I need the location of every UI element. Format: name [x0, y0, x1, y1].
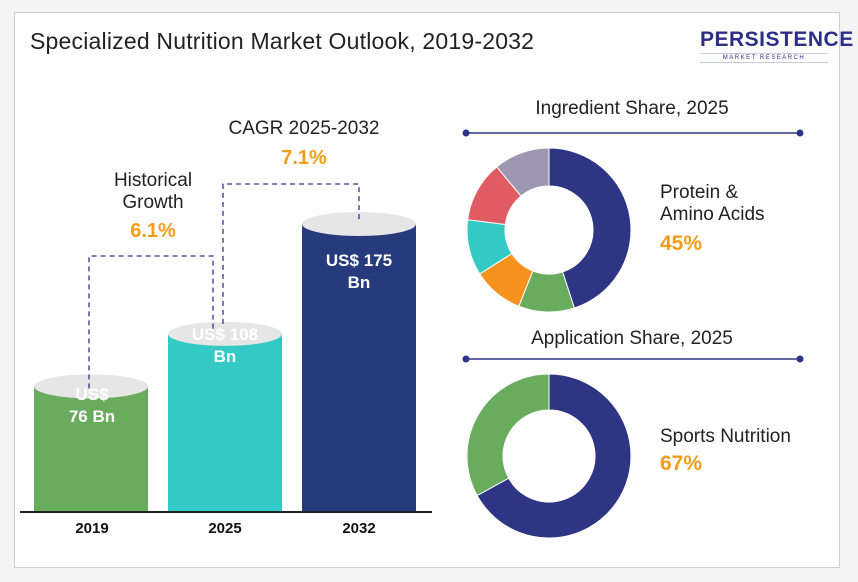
bar-label-2032-line2: Bn: [347, 273, 371, 292]
page-title: Specialized Nutrition Market Outlook, 20…: [30, 28, 535, 54]
historical-growth-connector: [88, 255, 214, 389]
ingredient-divider-dot-right: [796, 129, 804, 137]
ingredient-highlight-value: 45%: [660, 232, 703, 255]
application-donut-slice-2: [466, 373, 550, 497]
x-tick-2032: 2032: [342, 520, 376, 537]
ingredient-donut-slice-1: [548, 147, 632, 309]
bar-label-2025: US$ 108 Bn: [168, 324, 282, 368]
ingredient-highlight-label: Protein & Amino Acids: [660, 182, 765, 226]
ingredient-donut-slice-6: [496, 147, 550, 197]
cagr-annotation: CAGR 2025-2032 7.1%: [214, 118, 394, 171]
historical-growth-annotation: Historical Growth 6.1%: [88, 170, 218, 244]
application-share-title: Application Share, 2025: [531, 328, 733, 349]
bar-top-2032: [302, 212, 416, 236]
logo-subtitle: MARKET RESEARCH: [700, 53, 828, 63]
application-divider-dot-right: [796, 355, 804, 363]
application-divider-dot-left: [462, 355, 470, 363]
bar-label-2019-line1: US$: [75, 385, 109, 404]
bar-top-2019: [34, 374, 148, 399]
cagr-label: CAGR 2025-2032: [228, 118, 380, 139]
cagr-value: 7.1%: [281, 147, 327, 169]
historical-label-line1: Historical: [113, 170, 193, 191]
application-donut-slice-1: [476, 373, 632, 539]
ingredient-divider-dot-left: [462, 129, 470, 137]
bar-label-2032-line1: US$ 175: [325, 251, 393, 270]
logo-name: PERSISTENCE: [700, 28, 854, 51]
bar-2025: [168, 333, 282, 511]
bar-top-2025: [168, 321, 282, 346]
persistence-logo: PERSISTENCE MARKET RESEARCH: [700, 28, 854, 70]
x-tick-2025: 2025: [208, 520, 242, 537]
bar-label-2019-line2: 76 Bn: [68, 407, 116, 426]
application-highlight-value: 67%: [660, 452, 703, 475]
infographic-card: [14, 12, 840, 568]
cagr-connector: [222, 183, 360, 324]
application-highlight-label: Sports Nutrition: [660, 426, 791, 447]
ingredient-share-title: Ingredient Share, 2025: [535, 98, 729, 119]
bar-2032: [302, 224, 416, 511]
bar-label-2025-line2: Bn: [213, 347, 237, 366]
ingredient-highlight-line1: Protein &: [660, 182, 739, 203]
x-tick-2019: 2019: [75, 520, 109, 537]
ingredient-highlight-line2: Amino Acids: [660, 204, 765, 225]
historical-growth-value: 6.1%: [130, 220, 176, 242]
bar-2019: [34, 386, 148, 511]
bar-label-2025-line1: US$ 108: [191, 325, 259, 344]
bar-label-2019: US$ 76 Bn: [34, 384, 150, 428]
bar-label-2032: US$ 175 Bn: [302, 250, 416, 294]
historical-label-line2: Growth: [122, 192, 184, 213]
